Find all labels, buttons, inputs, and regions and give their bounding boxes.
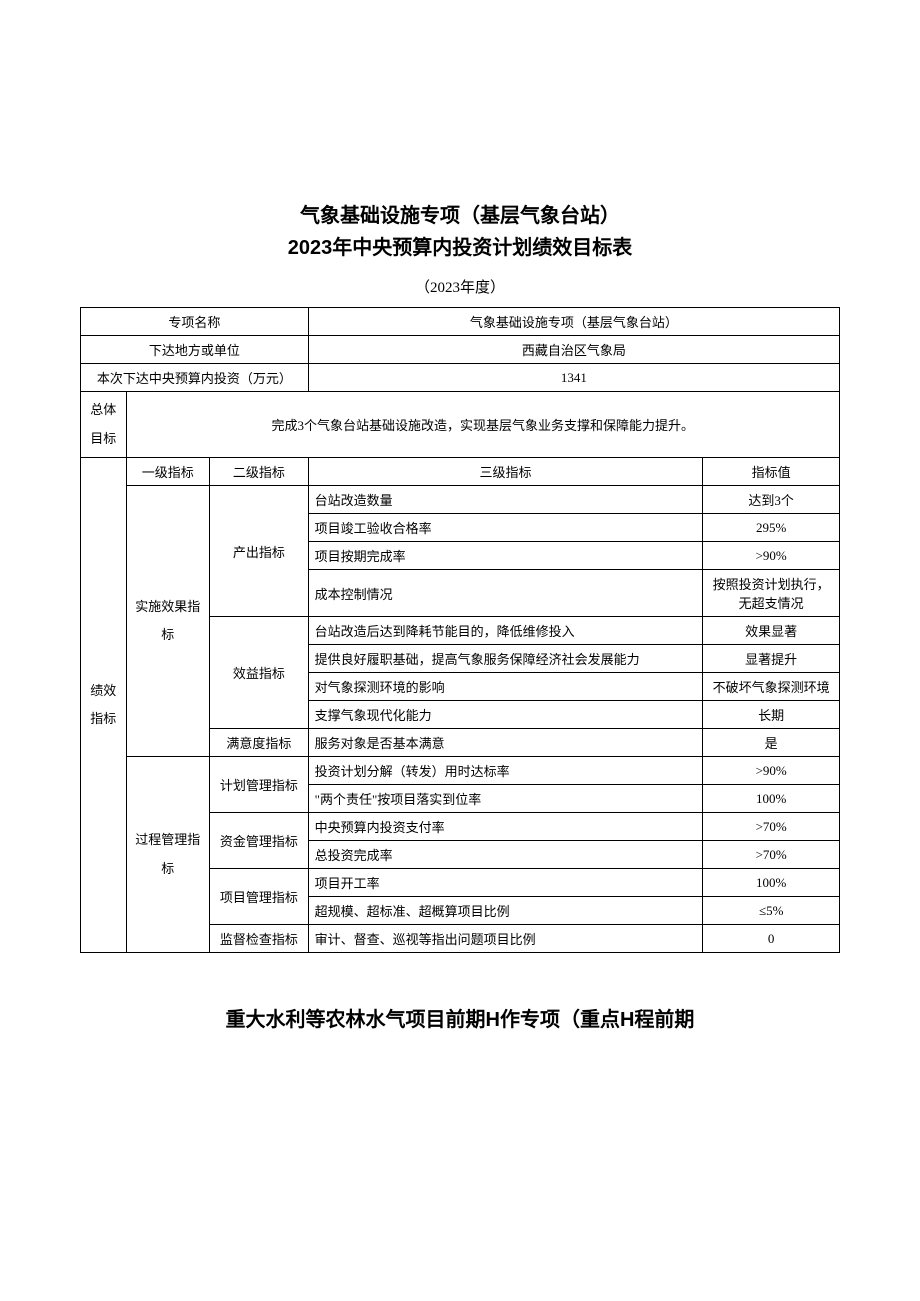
val-0-1-3: 长期 — [703, 701, 840, 729]
overall-goal-label: 总体目标 — [81, 392, 127, 458]
l2-0-2: 满意度指标 — [210, 729, 309, 757]
title-line-2: 2023年中央预算内投资计划绩效目标表 — [80, 232, 840, 264]
footer-title: 重大水利等农林水气项目前期H作专项（重点H程前期 — [80, 1003, 840, 1032]
val-1-0-0: >90% — [703, 757, 840, 785]
header-label-1: 下达地方或单位 — [81, 336, 309, 364]
val-0-0-2: >90% — [703, 542, 840, 570]
val-1-1-1: >70% — [703, 841, 840, 869]
l2-0-1: 效益指标 — [210, 617, 309, 729]
title-line-1: 气象基础设施专项（基层气象台站） — [80, 200, 840, 232]
val-1-3-0: 0 — [703, 925, 840, 953]
val-0-2-0: 是 — [703, 729, 840, 757]
l2-1-2: 项目管理指标 — [210, 869, 309, 925]
l1-1: 过程管理指标 — [126, 757, 209, 953]
val-1-0-1: 100% — [703, 785, 840, 813]
header-value-2: 1341 — [308, 364, 839, 392]
l3-1-1-1: 总投资完成率 — [308, 841, 703, 869]
l2-1-0: 计划管理指标 — [210, 757, 309, 813]
l3-1-2-0: 项目开工率 — [308, 869, 703, 897]
l3-1-1-0: 中央预算内投资支付率 — [308, 813, 703, 841]
l2-0-0: 产出指标 — [210, 486, 309, 617]
year-line: （2023年度） — [80, 276, 840, 297]
val-0-0-1: 295% — [703, 514, 840, 542]
l3-1-3-0: 审计、督查、巡视等指出问题项目比例 — [308, 925, 703, 953]
val-0-1-0: 效果显著 — [703, 617, 840, 645]
l3-1-0-1: "两个责任"按项目落实到位率 — [308, 785, 703, 813]
val-0-0-3: 按照投资计划执行，无超支情况 — [703, 570, 840, 617]
performance-table: 专项名称气象基础设施专项（基层气象台站）下达地方或单位西藏自治区气象局本次下达中… — [80, 307, 840, 953]
l2-1-3: 监督检查指标 — [210, 925, 309, 953]
col-header-val: 指标值 — [703, 458, 840, 486]
col-header-l1: 一级指标 — [126, 458, 209, 486]
header-label-2: 本次下达中央预算内投资（万元） — [81, 364, 309, 392]
l3-0-0-1: 项目竣工验收合格率 — [308, 514, 703, 542]
l2-1-1: 资金管理指标 — [210, 813, 309, 869]
document-title: 气象基础设施专项（基层气象台站） 2023年中央预算内投资计划绩效目标表 — [80, 200, 840, 264]
l3-0-0-3: 成本控制情况 — [308, 570, 703, 617]
val-1-2-1: ≤5% — [703, 897, 840, 925]
val-1-2-0: 100% — [703, 869, 840, 897]
l3-0-0-0: 台站改造数量 — [308, 486, 703, 514]
indicators-label: 绩效指标 — [81, 458, 127, 953]
col-header-l2: 二级指标 — [210, 458, 309, 486]
val-0-1-1: 显著提升 — [703, 645, 840, 673]
l3-0-2-0: 服务对象是否基本满意 — [308, 729, 703, 757]
l3-0-1-1: 提供良好履职基础，提高气象服务保障经济社会发展能力 — [308, 645, 703, 673]
header-label-0: 专项名称 — [81, 308, 309, 336]
l1-0: 实施效果指标 — [126, 486, 209, 757]
l3-0-0-2: 项目按期完成率 — [308, 542, 703, 570]
l3-1-0-0: 投资计划分解（转发）用时达标率 — [308, 757, 703, 785]
col-header-l3: 三级指标 — [308, 458, 703, 486]
val-0-1-2: 不破坏气象探测环境 — [703, 673, 840, 701]
header-value-0: 气象基础设施专项（基层气象台站） — [308, 308, 839, 336]
l3-0-1-2: 对气象探测环境的影响 — [308, 673, 703, 701]
l3-0-1-0: 台站改造后达到降耗节能目的，降低维修投入 — [308, 617, 703, 645]
val-0-0-0: 达到3个 — [703, 486, 840, 514]
l3-0-1-3: 支撑气象现代化能力 — [308, 701, 703, 729]
val-1-1-0: >70% — [703, 813, 840, 841]
overall-goal-value: 完成3个气象台站基础设施改造，实现基层气象业务支撑和保障能力提升。 — [126, 392, 839, 458]
l3-1-2-1: 超规模、超标准、超概算项目比例 — [308, 897, 703, 925]
header-value-1: 西藏自治区气象局 — [308, 336, 839, 364]
